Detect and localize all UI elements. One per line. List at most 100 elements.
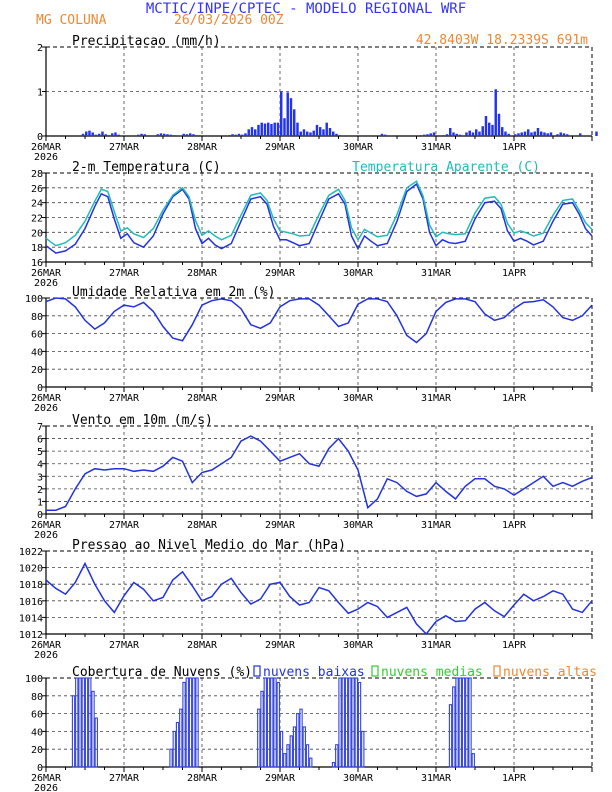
precip-bar bbox=[286, 92, 289, 136]
precip-bar bbox=[81, 133, 85, 136]
precip-bar bbox=[423, 134, 426, 136]
cloud-low-bar bbox=[195, 677, 199, 768]
precip-bar bbox=[478, 131, 481, 136]
rh-y-tick-label: 20 bbox=[31, 365, 43, 376]
precip-bar bbox=[114, 132, 117, 136]
cloud-legend-swatch bbox=[253, 665, 261, 677]
wind-y-tick-label: 4 bbox=[37, 460, 43, 471]
precip-bar bbox=[257, 124, 260, 136]
precip-bar bbox=[520, 132, 523, 136]
wind-x-label: 1APR bbox=[502, 520, 527, 531]
rh-y-tick-label: 80 bbox=[31, 312, 43, 323]
precip-bar bbox=[465, 132, 468, 136]
cloud-low-bar bbox=[351, 677, 355, 768]
precip-bar bbox=[192, 134, 195, 136]
clouds-y-tick-label: 100 bbox=[25, 674, 43, 685]
clouds-y-tick-label: 80 bbox=[31, 692, 43, 703]
temp-y-tick-label: 20 bbox=[31, 228, 43, 239]
clouds-x-label: 28MAR bbox=[187, 773, 218, 784]
precip-bar bbox=[523, 131, 527, 136]
precip-bar bbox=[556, 134, 559, 136]
slp-x-label-start: 26MAR bbox=[31, 640, 62, 651]
cloud-low-bar bbox=[302, 726, 306, 768]
precip-bar bbox=[107, 135, 111, 136]
wind-y-tick-label: 0 bbox=[37, 510, 43, 521]
precip-bar bbox=[283, 118, 286, 136]
temp-legend: Temperatura Aparente (C) bbox=[352, 160, 540, 175]
precip-bar bbox=[494, 89, 497, 136]
cloud-legend-label: nuvens baixas bbox=[263, 665, 365, 680]
precip-bar bbox=[156, 134, 159, 136]
clouds-y-tick-label: 60 bbox=[31, 710, 43, 721]
precip-bar bbox=[182, 133, 185, 136]
precip-bar bbox=[172, 135, 176, 136]
precip-bar bbox=[449, 127, 452, 136]
precip-bar bbox=[468, 130, 471, 136]
precip-bar bbox=[247, 129, 250, 136]
slp-y-tick-label: 1016 bbox=[19, 597, 43, 608]
precip-x-label-start: 26MAR bbox=[31, 142, 62, 153]
precip-bar bbox=[306, 131, 309, 136]
precip-bar bbox=[91, 132, 94, 136]
precip-bar bbox=[195, 135, 198, 136]
wind-y-tick-label: 6 bbox=[37, 435, 43, 446]
precip-bar bbox=[250, 127, 254, 136]
temp-y-tick-label: 16 bbox=[31, 258, 43, 269]
cloud-low-bar bbox=[296, 713, 300, 768]
precip-bar bbox=[533, 131, 536, 136]
wind-x-label: 29MAR bbox=[265, 520, 296, 531]
wind-y-tick-label: 2 bbox=[37, 485, 43, 496]
wind-title: Vento em 10m (m/s) bbox=[72, 413, 213, 428]
cloud-low-bar bbox=[452, 686, 456, 768]
slp-x-label: 29MAR bbox=[265, 640, 296, 651]
precip-bar bbox=[111, 133, 114, 136]
cloud-low-bar bbox=[299, 708, 303, 768]
cloud-low-bar bbox=[348, 677, 352, 768]
slp-y-tick-label: 1014 bbox=[19, 613, 43, 624]
cloud-low-bar bbox=[283, 753, 287, 768]
cloud-low-bar bbox=[468, 677, 472, 768]
precip-bar bbox=[309, 132, 312, 136]
precip-bar bbox=[270, 123, 273, 136]
cloud-low-bar bbox=[331, 761, 336, 768]
precip-bar bbox=[241, 134, 244, 136]
cloud-low-bar bbox=[260, 690, 264, 768]
clouds-x-label-year: 2026 bbox=[34, 783, 58, 792]
precip-bar bbox=[159, 133, 163, 136]
precip-bar bbox=[185, 134, 189, 136]
precip-bar bbox=[517, 133, 520, 136]
precip-bar bbox=[140, 133, 143, 136]
precip-bar bbox=[101, 131, 104, 136]
slp-y-tick-label: 1022 bbox=[19, 547, 43, 558]
cloud-low-bar bbox=[341, 677, 345, 768]
rh-y-tick-label: 100 bbox=[25, 294, 43, 305]
cloud-low-bar bbox=[75, 677, 79, 768]
clouds-x-label: 27MAR bbox=[109, 773, 140, 784]
rh-y-tick-label: 60 bbox=[31, 330, 43, 341]
precip-bar bbox=[293, 109, 296, 136]
wind-x-label: 28MAR bbox=[187, 520, 218, 531]
temp-y-tick-label: 24 bbox=[31, 199, 43, 210]
precip-bar bbox=[231, 134, 234, 136]
cloud-low-bar bbox=[88, 677, 92, 768]
temp-title: 2-m Temperatura (C) bbox=[72, 160, 221, 175]
cloud-low-bar bbox=[81, 677, 85, 768]
clouds-y-tick-label: 20 bbox=[31, 745, 43, 756]
cloud-low-bar bbox=[455, 677, 459, 768]
precip-y-tick-label: 2 bbox=[37, 43, 43, 54]
cloud-low-bar bbox=[172, 730, 176, 768]
cloud-low-bar bbox=[305, 744, 310, 768]
temp-x-label: 31MAR bbox=[421, 268, 452, 279]
wind-x-label-start: 26MAR bbox=[31, 520, 62, 531]
precip-bar bbox=[507, 133, 510, 136]
precip-x-label: 30MAR bbox=[343, 142, 374, 153]
clouds-x-label: 30MAR bbox=[343, 773, 374, 784]
precip-bar bbox=[98, 133, 101, 136]
run-date-label: 26/03/2026 00Z bbox=[174, 13, 284, 28]
wind-x-label: 31MAR bbox=[421, 520, 452, 531]
slp-x-label: 1APR bbox=[502, 640, 527, 651]
precip-bar bbox=[380, 133, 384, 136]
precip-title: Precipitacao (mm/h) bbox=[72, 34, 221, 49]
